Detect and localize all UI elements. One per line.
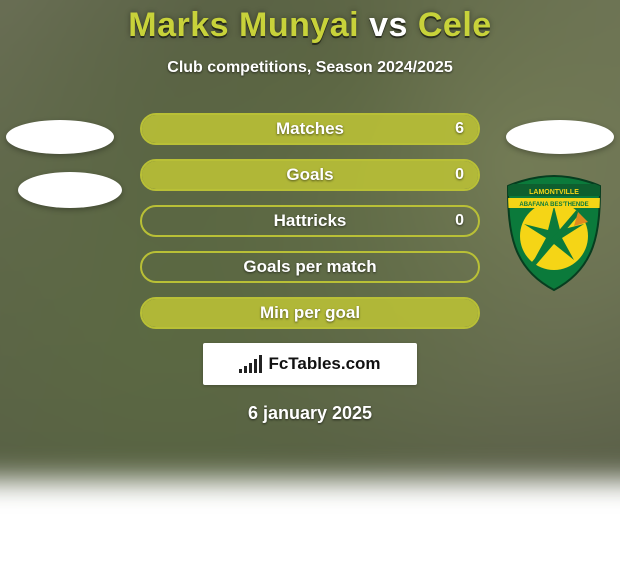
stat-row-gpm: Goals per match <box>140 251 480 283</box>
stat-value-right: 0 <box>455 166 464 184</box>
title-player2: Cele <box>418 6 492 44</box>
stat-label: Goals per match <box>243 257 376 277</box>
comparison-card: LAMONTVILLE ABAFANA BES'THENDE Marks Mun… <box>0 0 620 440</box>
badge-text-mid: ABAFANA BES'THENDE <box>519 202 588 208</box>
brand-bars-icon <box>239 355 262 373</box>
stat-row-goals: Goals 0 <box>140 159 480 191</box>
title-player1: Marks Munyai <box>128 6 359 44</box>
stat-row-mpg: Min per goal <box>140 297 480 329</box>
stat-row-hattricks: Hattricks 0 <box>140 205 480 237</box>
player1-avatar-body <box>18 172 122 208</box>
date-text: 6 january 2025 <box>0 403 620 424</box>
stat-value-right: 6 <box>455 120 464 138</box>
page-title: Marks Munyai vs Cele <box>0 6 620 45</box>
player2-avatar-head <box>506 120 614 154</box>
badge-text-top: LAMONTVILLE <box>529 189 579 196</box>
brand-badge: FcTables.com <box>203 343 417 385</box>
player1-avatar-head <box>6 120 114 154</box>
stat-row-matches: Matches 6 <box>140 113 480 145</box>
subtitle: Club competitions, Season 2024/2025 <box>0 59 620 77</box>
stat-label: Matches <box>276 119 344 139</box>
title-vs: vs <box>369 6 408 44</box>
stat-label: Goals <box>286 165 333 185</box>
stat-label: Hattricks <box>274 211 347 231</box>
club-badge: LAMONTVILLE ABAFANA BES'THENDE <box>500 172 608 294</box>
stat-value-right: 0 <box>455 212 464 230</box>
brand-text: FcTables.com <box>268 354 380 374</box>
stat-label: Min per goal <box>260 303 360 323</box>
